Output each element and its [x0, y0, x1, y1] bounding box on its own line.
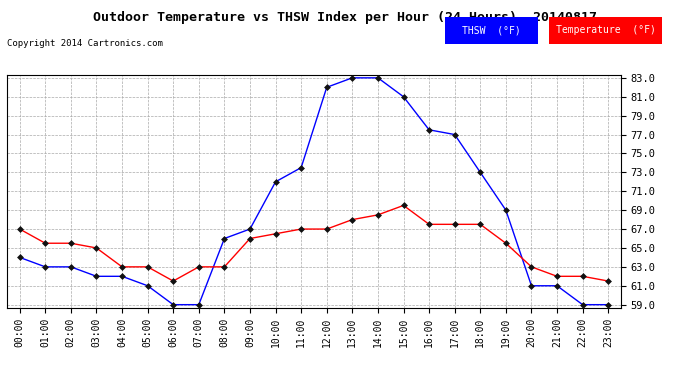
Text: THSW  (°F): THSW (°F): [462, 26, 521, 35]
Text: Copyright 2014 Cartronics.com: Copyright 2014 Cartronics.com: [7, 39, 163, 48]
Text: Temperature  (°F): Temperature (°F): [555, 26, 656, 35]
Text: Outdoor Temperature vs THSW Index per Hour (24 Hours)  20140817: Outdoor Temperature vs THSW Index per Ho…: [93, 11, 597, 24]
